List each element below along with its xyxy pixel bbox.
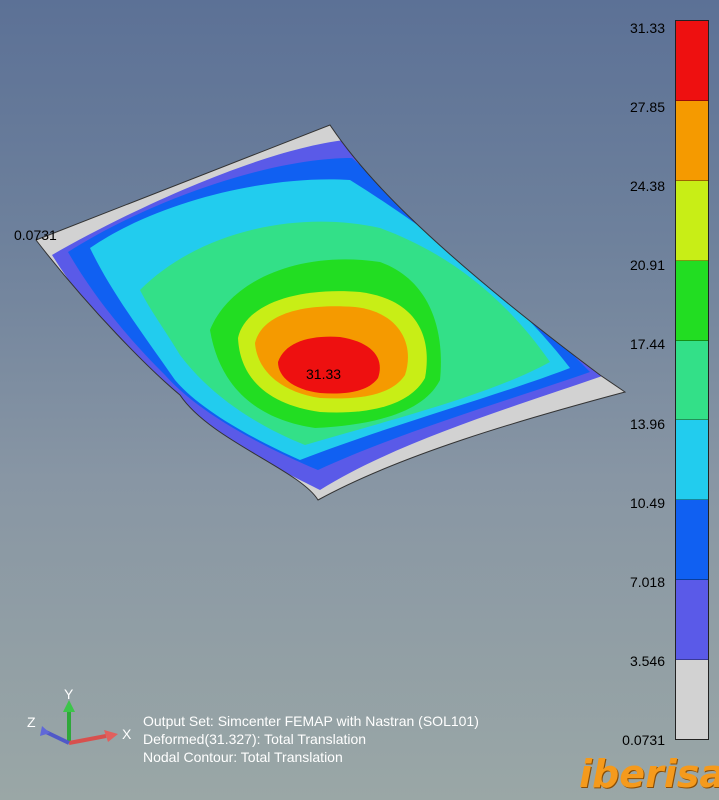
legend-band-3	[676, 260, 708, 341]
output-info-block: Output Set: Simcenter FEMAP with Nastran…	[143, 712, 479, 766]
contour-text: Nodal Contour: Total Translation	[143, 749, 343, 765]
legend-band-0	[676, 21, 708, 101]
legend-tick-label: 3.546	[629, 652, 665, 669]
z-axis-label: Z	[27, 714, 36, 730]
legend-tick-label: 31.33	[629, 20, 665, 36]
legend-tick-label: 10.49	[629, 494, 665, 511]
legend-band-6	[676, 500, 708, 581]
iberisa-logo: iberisa	[579, 752, 719, 796]
legend-tick-label: 27.85	[629, 99, 665, 116]
band-red	[278, 336, 380, 394]
legend-tick-label: 20.91	[629, 257, 665, 274]
legend-band-5	[676, 420, 708, 501]
legend-band-1	[676, 100, 708, 181]
legend-band-8	[676, 660, 708, 740]
y-axis-label: Y	[64, 686, 74, 702]
max-value-label: 31.33	[306, 366, 342, 382]
x-axis-label: X	[122, 726, 132, 742]
contour-bands	[36, 125, 625, 500]
plate-outline	[35, 124, 627, 501]
axis-arrows	[40, 700, 118, 745]
color-legend-bar	[675, 20, 709, 740]
legend-tick-label: 7.018	[629, 573, 665, 590]
legend-tick-label: 13.96	[629, 415, 665, 432]
legend-tick-label: 0.0731	[622, 732, 665, 748]
deformed-text: Deformed(31.327): Total Translation	[143, 731, 367, 747]
axis-triad-icon[interactable]: Y X Z	[24, 686, 134, 763]
legend-tick-label: 17.44	[629, 336, 665, 353]
legend-band-2	[676, 180, 708, 261]
min-value-label: 0.0731	[14, 227, 57, 243]
legend-band-4	[676, 340, 708, 421]
legend-tick-label: 24.38	[629, 178, 665, 195]
legend-band-7	[676, 580, 708, 661]
output-set-text: Output Set: Simcenter FEMAP with Nastran…	[143, 713, 479, 729]
